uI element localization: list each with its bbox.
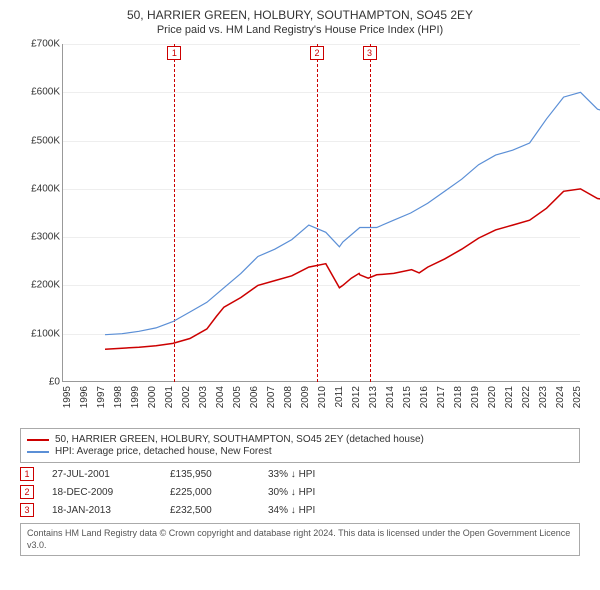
y-axis-label: £500K (20, 135, 60, 146)
y-axis-label: £700K (20, 39, 60, 50)
sale-row-date: 18-JAN-2013 (52, 505, 152, 516)
sale-row-diff: 33% ↓ HPI (268, 469, 368, 480)
series-hpi (105, 92, 600, 334)
sale-row: 2 18-DEC-2009 £225,000 30% ↓ HPI (20, 485, 580, 499)
y-axis-label: £0 (20, 377, 60, 388)
y-axis-label: £100K (20, 328, 60, 339)
footer-attribution: Contains HM Land Registry data © Crown c… (20, 523, 580, 556)
series-price_paid (105, 189, 600, 349)
y-axis-label: £200K (20, 280, 60, 291)
chart-area: £0£100K£200K£300K£400K£500K£600K£700K 12… (20, 44, 580, 424)
legend-item: 50, HARRIER GREEN, HOLBURY, SOUTHAMPTON,… (27, 434, 573, 445)
chart-subtitle: Price paid vs. HM Land Registry's House … (8, 24, 592, 36)
sale-row-diff: 34% ↓ HPI (268, 505, 368, 516)
legend-label: 50, HARRIER GREEN, HOLBURY, SOUTHAMPTON,… (55, 434, 424, 445)
sales-table: 1 27-JUL-2001 £135,950 33% ↓ HPI 2 18-DEC-200… (20, 467, 580, 517)
sale-row: 3 18-JAN-2013 £232,500 34% ↓ HPI (20, 503, 580, 517)
sale-row-date: 27-JUL-2001 (52, 469, 152, 480)
sale-row-marker: 2 (20, 485, 34, 499)
sale-row-marker: 3 (20, 503, 34, 517)
y-axis-label: £600K (20, 87, 60, 98)
legend-label: HPI: Average price, detached house, New … (55, 446, 272, 457)
legend-swatch (27, 451, 49, 453)
line-svg (105, 44, 600, 382)
legend-item: HPI: Average price, detached house, New … (27, 446, 573, 457)
sale-row-price: £232,500 (170, 505, 250, 516)
y-axis-label: £300K (20, 232, 60, 243)
x-axis-label: 2025 (572, 386, 600, 408)
sale-row: 1 27-JUL-2001 £135,950 33% ↓ HPI (20, 467, 580, 481)
legend-box: 50, HARRIER GREEN, HOLBURY, SOUTHAMPTON,… (20, 428, 580, 463)
sale-row-price: £225,000 (170, 487, 250, 498)
sale-row-date: 18-DEC-2009 (52, 487, 152, 498)
sale-row-diff: 30% ↓ HPI (268, 487, 368, 498)
sale-row-marker: 1 (20, 467, 34, 481)
plot-region: 123 (62, 44, 580, 382)
legend-swatch (27, 439, 49, 441)
chart-title: 50, HARRIER GREEN, HOLBURY, SOUTHAMPTON,… (8, 8, 592, 22)
y-axis-label: £400K (20, 183, 60, 194)
sale-row-price: £135,950 (170, 469, 250, 480)
